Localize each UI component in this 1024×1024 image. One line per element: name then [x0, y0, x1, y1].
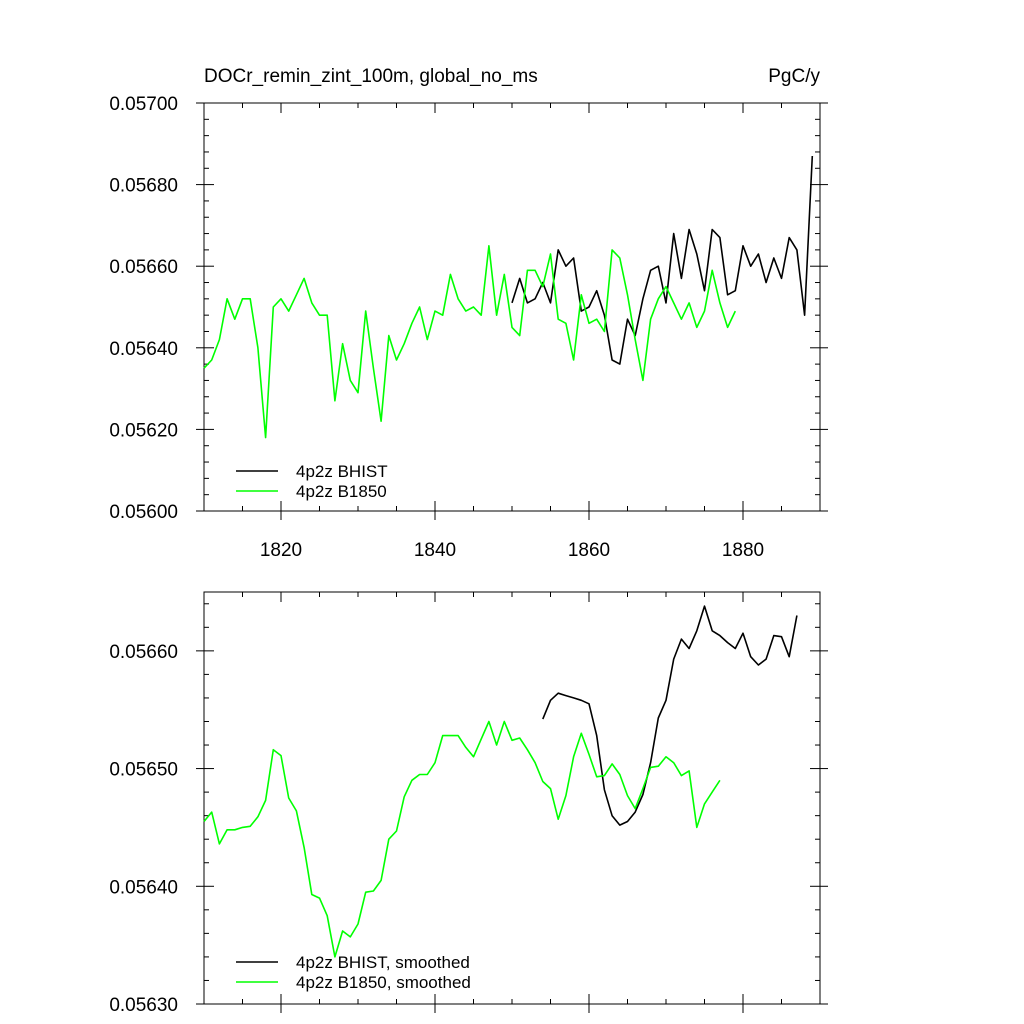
plot-frame	[203, 102, 821, 512]
legend-label-bhist: 4p2z BHIST	[296, 462, 388, 481]
y-tick-label: 0.05620	[109, 420, 178, 441]
legend-label-b1850: 4p2z B1850	[296, 482, 387, 501]
y-tick-label: 0.05630	[109, 995, 178, 1016]
chart-title: DOCr_remin_zint_100m, global_no_ms	[204, 66, 538, 87]
y-tick-label: 0.05640	[109, 877, 178, 898]
series-line-bhist	[511, 155, 814, 365]
y-tick-label: 0.05640	[109, 339, 178, 360]
bottom-series	[203, 605, 798, 958]
top-chart: DOCr_remin_zint_100m, global_no_ms PgC/y…	[109, 66, 828, 561]
legend-label-bhist-smoothed: 4p2z BHIST, smoothed	[296, 953, 470, 972]
y-tick-label: 0.05650	[109, 760, 178, 781]
x-tick-label: 1860	[568, 540, 610, 561]
series-line-b1850	[203, 720, 721, 958]
y-tick-label: 0.05700	[109, 94, 178, 115]
series-line-bhist	[542, 605, 798, 826]
bottom-axes: 0.05630 0.05640 0.05650 0.05660	[109, 591, 828, 1016]
plot-frame	[203, 591, 821, 1005]
x-tick-label: 1880	[722, 540, 764, 561]
bottom-chart: 0.05630 0.05640 0.05650 0.05660 4p2z BHIST,…	[109, 591, 828, 1016]
y-tick-label: 0.05680	[109, 176, 178, 197]
x-tick-label: 1820	[260, 540, 302, 561]
x-tick-label: 1840	[414, 540, 456, 561]
top-axes: 1820 1840 1860 1880 0.05600 0.05620 0.05640 0.0…	[109, 94, 828, 561]
top-legend: 4p2z BHIST 4p2z B1850	[236, 462, 388, 501]
bottom-legend: 4p2z BHIST, smoothed 4p2z B1850, smoothe…	[236, 953, 471, 992]
chart-units: PgC/y	[768, 66, 820, 87]
legend-label-b1850-smoothed: 4p2z B1850, smoothed	[296, 973, 471, 992]
y-tick-label: 0.05600	[109, 502, 178, 523]
series-line-b1850	[203, 245, 737, 439]
y-tick-label: 0.05660	[109, 642, 178, 663]
y-tick-label: 0.05660	[109, 257, 178, 278]
top-series	[203, 155, 814, 439]
